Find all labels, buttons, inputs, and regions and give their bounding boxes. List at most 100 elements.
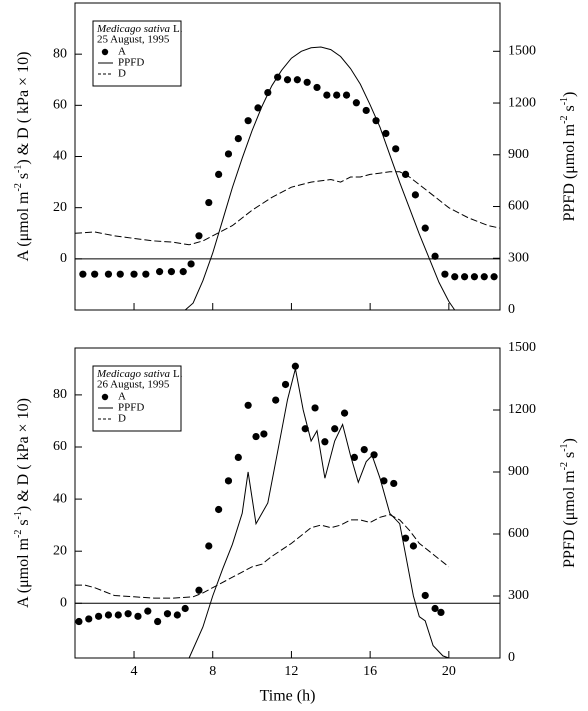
data-point <box>104 270 113 278</box>
x-tick-label: 4 <box>131 664 138 679</box>
x-tick-label: 12 <box>284 664 298 679</box>
data-point <box>331 425 339 433</box>
data-point <box>333 91 341 99</box>
data-point <box>272 396 280 404</box>
axis-label-part: -2 <box>13 183 24 191</box>
data-point <box>460 273 469 281</box>
axis-label-part: A (μmol m <box>15 537 32 607</box>
data-point <box>205 198 213 207</box>
y2-tick-label: 0 <box>508 302 515 317</box>
axis-label-part: -1 <box>559 97 570 105</box>
y2-tick-label: 1200 <box>508 402 536 417</box>
legend-subtitle: 25 August, 1995 <box>97 34 170 46</box>
data-point <box>215 505 223 514</box>
axis-label: A (μmol m-2 s-1) & D ( kPa × 10) <box>13 398 32 608</box>
axis-label-part: s <box>15 173 32 183</box>
data-point <box>340 409 349 417</box>
data-point <box>154 617 162 626</box>
data-point <box>421 224 429 232</box>
data-point <box>224 150 233 158</box>
data-point <box>167 268 176 276</box>
y2-tick-label: 0 <box>508 650 515 665</box>
data-point <box>421 591 429 600</box>
data-point <box>205 542 213 550</box>
legend-marker <box>101 48 109 56</box>
data-point <box>260 430 268 438</box>
data-point <box>104 611 113 619</box>
data-point <box>352 99 360 107</box>
y2-tick-label: 600 <box>508 199 529 214</box>
data-point <box>195 232 203 240</box>
data-point <box>224 477 233 485</box>
y2-tick-label: 300 <box>508 250 529 265</box>
y2-tick-label: 600 <box>508 526 529 541</box>
data-point <box>470 273 479 281</box>
series-line <box>184 46 456 311</box>
data-point <box>254 104 262 112</box>
x-tick-label: 8 <box>209 664 216 679</box>
series-line <box>75 514 450 599</box>
data-point <box>195 586 203 594</box>
legend-label: A <box>118 391 126 403</box>
axis-label-part: PPFD (μmol m <box>561 470 578 568</box>
y2-tick-label: 300 <box>508 588 529 603</box>
legend-subtitle: 26 August, 1995 <box>97 379 170 391</box>
legend-species: Medicago sativa <box>96 23 171 35</box>
axis-label: PPFD (μmol m-2 s-1) <box>559 92 578 222</box>
data-point <box>411 191 419 199</box>
axis-label: A (μmol m-2 s-1) & D ( kPa × 10) <box>13 52 32 262</box>
data-point <box>95 612 103 620</box>
data-point <box>303 78 311 86</box>
data-point <box>79 270 87 278</box>
axis-label-part: ) <box>561 92 578 97</box>
data-point <box>441 270 449 278</box>
data-point <box>350 453 358 462</box>
legend-title: Medicago sativa L. <box>96 23 183 35</box>
plot-frame <box>74 347 501 659</box>
legend-label: A <box>118 46 126 58</box>
data-point <box>124 610 132 618</box>
data-point <box>360 445 368 454</box>
axis-label: PPFD (μmol m-2 s-1) <box>559 438 578 568</box>
legend-title: Medicago sativa L. <box>96 368 183 380</box>
axis-label-part: -1 <box>559 443 570 451</box>
data-point <box>281 380 290 389</box>
axis-label-part: ) & D ( kPa × 10) <box>15 398 32 511</box>
axis-label-part: -2 <box>13 530 24 538</box>
data-point <box>437 608 445 617</box>
data-point <box>134 612 142 620</box>
axis-label-part: s <box>15 519 32 529</box>
data-point <box>321 438 329 446</box>
data-point <box>252 432 260 441</box>
data-point <box>116 270 124 278</box>
series-line <box>188 368 449 659</box>
axis-label-part: s <box>561 105 578 115</box>
axis-label-part: ) <box>561 438 578 443</box>
data-point <box>234 134 242 143</box>
y-tick-label: 40 <box>53 491 67 506</box>
data-point <box>163 610 172 618</box>
axis-label-part: s <box>561 452 578 462</box>
axis-label-part: -1 <box>13 165 24 173</box>
axis-label-part: PPFD (μmol m <box>561 123 578 221</box>
data-point <box>187 260 195 268</box>
y-tick-label: 60 <box>53 98 67 113</box>
axis-label-part: ) & D ( kPa × 10) <box>15 52 32 165</box>
x-tick-label: 16 <box>363 664 377 679</box>
data-point <box>409 542 418 550</box>
data-point <box>114 611 122 619</box>
data-point <box>342 91 351 99</box>
data-point <box>401 534 410 542</box>
data-point <box>179 268 187 276</box>
y-tick-label: 0 <box>60 596 67 611</box>
y-tick-label: 0 <box>60 251 67 266</box>
data-point <box>451 273 459 281</box>
legend-label: D <box>118 413 126 425</box>
legend-label: PPFD <box>118 402 144 414</box>
data-point <box>490 273 498 281</box>
data-point <box>215 170 223 179</box>
data-point <box>382 129 390 138</box>
y2-tick-label: 900 <box>508 147 529 162</box>
data-point <box>91 270 99 278</box>
